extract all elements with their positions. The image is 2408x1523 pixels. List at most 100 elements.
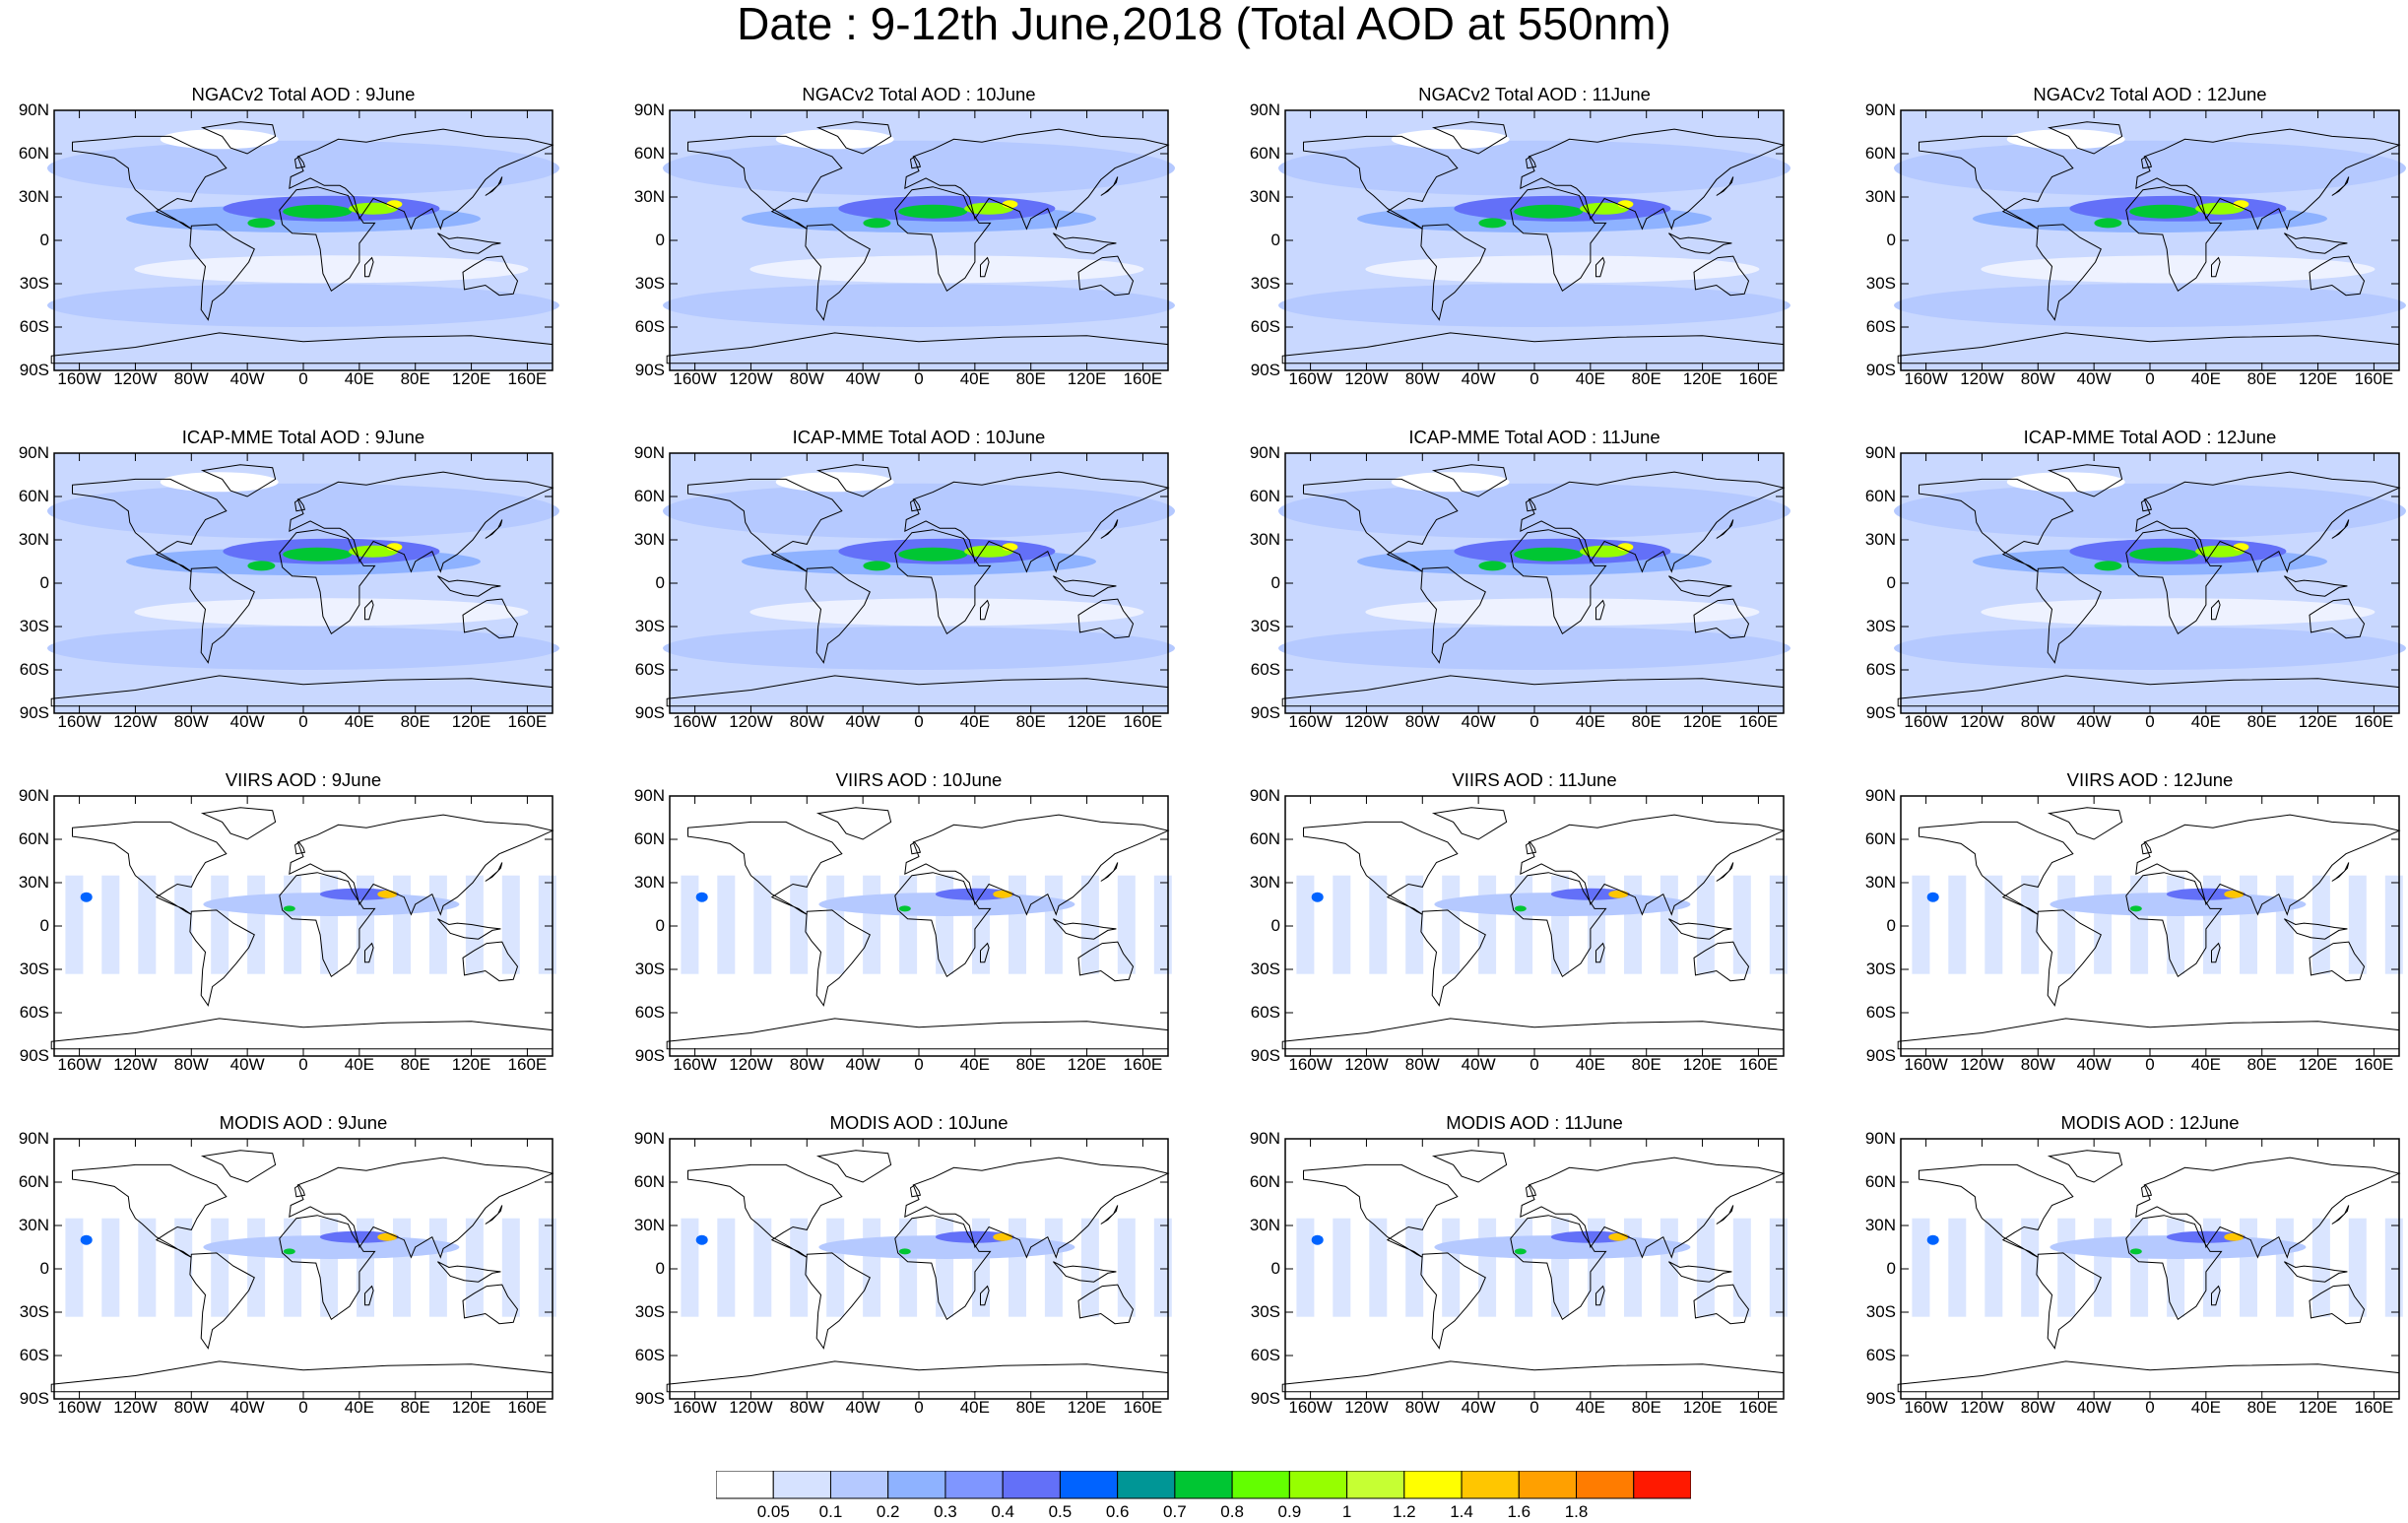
retrieval-swath [101, 875, 120, 974]
latitude-tick-label: 30S [19, 617, 49, 635]
latitude-tick-label: 0 [655, 231, 665, 249]
latitude-tick-label: 60S [1865, 1003, 1896, 1022]
coastline-eurasia [289, 1157, 554, 1259]
retrieval-swath [1009, 875, 1026, 974]
coastline-britain [293, 1184, 306, 1198]
retrieval-swath [1117, 1218, 1136, 1317]
latitude-tick-label: 60S [634, 1346, 665, 1364]
longitude-tick-label: 160E [1738, 369, 1779, 388]
longitude-tick-label: 120E [2298, 712, 2338, 731]
aod-plume [1550, 1230, 1630, 1243]
dust-plume [863, 218, 891, 229]
coastline-north-america [72, 135, 228, 230]
axis-ticks [1285, 452, 1784, 714]
panel-title: VIIRS AOD : 11June [1452, 769, 1617, 790]
aod-band-northern [1894, 483, 2406, 539]
retrieval-swath [2021, 1218, 2040, 1317]
dust-core [1617, 543, 1634, 552]
dust-plume [2129, 547, 2199, 562]
longitude-tick-label: 120E [1067, 369, 1107, 388]
latitude-tick-label: 90S [1865, 703, 1896, 722]
latitude-tick-label: 30N [1249, 187, 1280, 206]
retrieval-swath [211, 875, 229, 974]
latitude-tick-label: 90N [1249, 1129, 1280, 1148]
latitude-tick-label: 60S [1250, 1346, 1280, 1364]
axis-ticks [1285, 1138, 1784, 1400]
colorbar-tick-label: 0.1 [818, 1502, 843, 1521]
latitude-tick-label: 30N [1249, 530, 1280, 549]
map-panel: ICAP-MME Total AOD : 11June 90N 60N 30N 0 30S… [1231, 427, 1807, 769]
axis-ticks [54, 795, 553, 1057]
latitude-tick-label: 30N [1864, 873, 1896, 892]
dust-plume [1514, 204, 1584, 219]
coastline-australia [2309, 598, 2366, 639]
latitude-tick-label: 60S [634, 1003, 665, 1022]
longitude-tick-label: 40W [2076, 1398, 2112, 1417]
longitude-tick-label: 160W [57, 369, 101, 388]
latitude-tick-label: 0 [1270, 916, 1280, 935]
aod-field [663, 472, 1175, 670]
retrieval-swath [1333, 875, 1351, 974]
longitude-tick-label: 0 [2145, 1398, 2155, 1417]
retrieval-swath [681, 1218, 699, 1317]
latitude-tick-label: 30S [1865, 960, 1896, 978]
coastline-north-america [1303, 135, 1459, 230]
dust-core [2224, 1232, 2245, 1241]
coastlines [50, 1150, 554, 1393]
coastlines [1281, 121, 1786, 364]
panel-title: NGACv2 Total AOD : 11June [1418, 84, 1651, 104]
longitude-tick-label: 40W [2076, 369, 2112, 388]
coastline-indonesia [2284, 918, 2348, 940]
aod-spot [1311, 1234, 1324, 1245]
axis-ticks [670, 1138, 1168, 1400]
retrieval-swath [65, 1218, 84, 1317]
retrieval-swath [538, 1218, 556, 1317]
retrieval-swath [2094, 1218, 2113, 1317]
coastline-australia [1693, 598, 1750, 639]
retrieval-swath [1369, 1218, 1388, 1317]
longitude-tick-label: 120E [1682, 712, 1723, 731]
aod-map [663, 452, 1175, 714]
aod-spot [695, 892, 708, 902]
aod-band-southern [1894, 627, 2406, 670]
aod-field [1912, 875, 2403, 974]
coastline-africa [894, 1215, 992, 1321]
coastline-madagascar [364, 942, 374, 963]
aod-band-northern [1278, 140, 1790, 196]
longitude-tick-label: 0 [298, 369, 308, 388]
retrieval-swath [826, 875, 845, 974]
longitude-tick-label: 120W [1344, 369, 1389, 388]
aod-field [47, 129, 559, 327]
longitude-tick-label: 40W [2076, 1055, 2112, 1074]
latitude-tick-label: 60N [1864, 487, 1896, 505]
colorbar-swatch [1231, 1471, 1290, 1499]
coastlines [50, 807, 554, 1050]
latitude-tick-label: 60S [1250, 1003, 1280, 1022]
coastline-eurasia [2135, 471, 2401, 573]
latitude-tick-label: 60N [1249, 829, 1280, 848]
coastline-africa [279, 872, 376, 978]
latitude-tick-label: 60N [18, 829, 49, 848]
coastline-britain [293, 841, 306, 855]
latitude-tick-label: 60N [18, 1172, 49, 1191]
coastline-eurasia [1520, 1157, 1786, 1259]
aod-band-southern [663, 284, 1175, 327]
colorbar-swatch [1633, 1471, 1691, 1499]
coastline-britain [909, 841, 922, 855]
longitude-tick-label: 40W [229, 1055, 265, 1074]
aod-spot [80, 892, 93, 902]
latitude-tick-label: 90N [633, 786, 665, 805]
coastline-south-america [1420, 224, 1486, 321]
retrieval-swath [2130, 1218, 2149, 1317]
axis-ticks [54, 109, 553, 371]
longitude-tick-label: 40E [959, 369, 990, 388]
aod-plume [2050, 1235, 2307, 1259]
latitude-tick-label: 60S [1865, 1346, 1896, 1364]
retrieval-swath [1985, 875, 2003, 974]
retrieval-swath [2348, 875, 2367, 974]
coastline-indonesia [1668, 232, 1732, 254]
latitude-tick-label: 90N [1249, 100, 1280, 119]
longitude-tick-label: 80E [1631, 369, 1661, 388]
retrieval-swath [174, 1218, 193, 1317]
dust-core [1608, 890, 1629, 898]
